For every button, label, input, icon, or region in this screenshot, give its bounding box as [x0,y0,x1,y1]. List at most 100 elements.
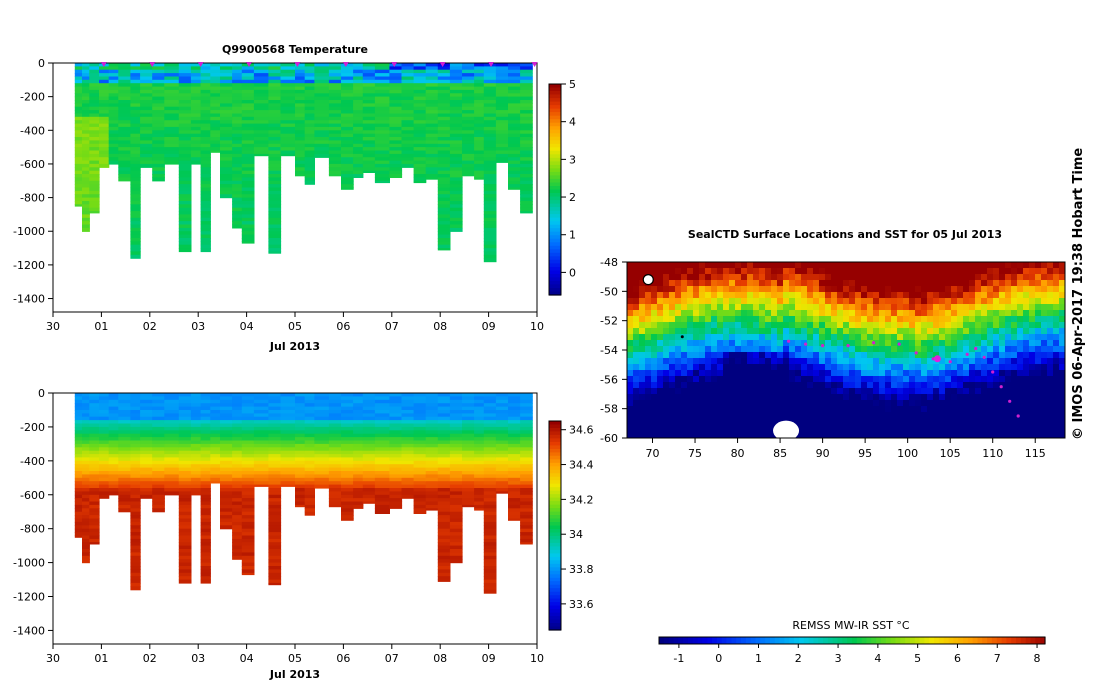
salinity-cell [130,443,141,448]
sst-cell [897,322,904,329]
temperature-colorbar-swatch [549,228,561,233]
temperature-cell [74,194,83,199]
salinity-cell [437,423,451,428]
temperature-colorbar-label: 0 [569,266,576,279]
salinity-cell [280,450,296,455]
temperature-cell [508,113,521,118]
sst-cell [789,376,796,383]
temperature-cell [200,103,211,108]
salinity-cell [74,393,83,397]
salinity-cell [362,399,376,404]
sst-cell [903,286,910,293]
temperature-cell [89,190,100,195]
salinity-cell [483,440,497,445]
salinity-cell [241,393,255,397]
sst-cell [759,322,766,329]
temperature-cell [374,69,390,74]
salinity-cell [241,467,255,472]
sst-cell [711,364,718,371]
sst-cell [855,346,862,353]
temperature-cell [413,110,427,115]
sst-cell [693,286,700,293]
temperature-cell [362,100,376,104]
temperature-colorbar-swatch [549,87,561,92]
salinity-cell [304,433,315,438]
salinity-cell [483,481,497,486]
salinity-cell [483,413,497,418]
salinity-cell [118,501,131,506]
salinity-cell [82,532,90,537]
sst-cell [927,388,934,395]
sst-cell [741,328,748,335]
sst-cell [1053,370,1060,377]
salinity-cell [190,491,202,496]
temperature-cell [328,83,342,88]
salinity-cell [508,488,521,492]
temperature-cell [389,93,403,98]
temperature-cell [190,66,202,71]
salinity-cell [483,532,497,537]
salinity-cell [108,467,119,472]
sst-cell [885,352,892,359]
salinity-cell [474,430,485,435]
sst-cell [807,304,814,311]
temperature-cell [508,83,521,88]
salinity-cell [82,437,90,442]
salinity-cell [253,454,269,459]
sst-cell [747,382,754,389]
sst-cell [969,322,976,329]
sst-cell [705,364,712,371]
sst-cell [1041,364,1048,371]
salinity-cell [483,498,497,503]
salinity-cell [474,488,485,492]
salinity-cell [314,481,330,486]
sst-cell [819,328,826,335]
temperature-cell [140,153,153,158]
salinity-cell [437,491,451,496]
temperature-y-ticks: 0-200-400-600-800-1000-1200-1400 [13,57,53,306]
temperature-cell [328,76,342,81]
sst-cell [945,322,952,329]
temperature-cell [268,63,282,67]
sst-cell [831,286,838,293]
temperature-cell [304,93,315,98]
salinity-cell [152,508,165,513]
sst-cell [843,286,850,293]
salinity-cell [232,471,243,475]
temperature-cell [413,76,427,81]
temperature-cell [241,106,255,111]
temperature-colorbar-swatch [549,161,561,166]
sst-cell [693,364,700,371]
salinity-cell [328,399,342,404]
temperature-cell [314,96,330,101]
temperature-cell [449,170,463,175]
salinity-cell [164,437,180,442]
salinity-cell [374,450,390,455]
salinity-cell [413,460,427,465]
sst-cell [933,286,940,293]
sst-cell [1011,322,1018,329]
salinity-cell [304,484,315,489]
sst-cell [927,322,934,329]
sst-cell [891,346,898,353]
temperature-cell [362,120,376,125]
salinity-cell [328,413,342,418]
sst-cell [723,316,730,323]
temperature-cell [437,96,451,101]
salinity-cell [108,484,119,489]
temperature-cell [178,201,192,205]
temperature-cell [118,106,131,111]
sst-cell [747,268,754,275]
salinity-cell [362,450,376,455]
sst-cell [765,370,772,377]
temperature-cell [99,103,110,108]
sst-cell [825,274,832,281]
salinity-cell [401,484,415,489]
temperature-colorbar-swatch [549,266,561,271]
sst-cell [753,370,760,377]
temperature-cell [437,241,451,246]
temperature-cell [178,116,192,121]
temperature-cell [462,143,475,148]
salinity-cell [362,433,376,438]
temperature-cell [314,86,330,91]
